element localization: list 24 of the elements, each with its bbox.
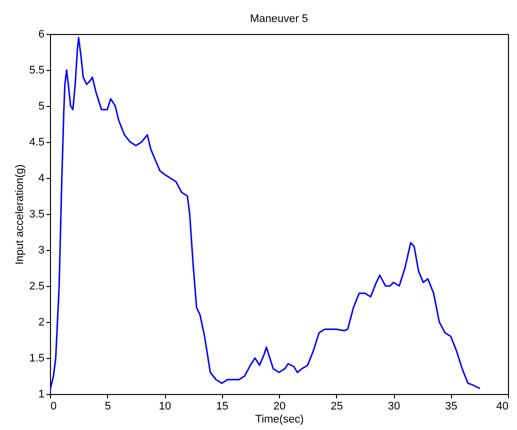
y-tick-label: 1 (38, 388, 44, 400)
y-tick-label: 1.5 (29, 352, 44, 364)
x-axis-title: Time(sec) (255, 414, 304, 426)
x-tick-label: 20 (273, 400, 286, 412)
y-tick-label: 3.5 (29, 208, 44, 220)
y-tick-label: 5.5 (29, 64, 44, 76)
y-tick-label: 3 (38, 244, 44, 256)
y-tick-label: 5 (38, 100, 44, 112)
x-tick-label: 30 (388, 400, 400, 412)
x-tick-label: 10 (158, 400, 172, 412)
x-tick-label: 40 (496, 400, 508, 412)
line-series (50, 36, 480, 392)
x-tick-label: 15 (216, 400, 228, 412)
y-tick-label: 4.5 (29, 136, 44, 148)
x-tick-label: 35 (445, 400, 458, 412)
y-tick-label: 4 (38, 172, 44, 184)
y-tick-label: 6 (38, 28, 44, 40)
chart-title: Maneuver 5 (250, 13, 308, 25)
x-tick-label: 0 (50, 400, 57, 412)
x-tick-label: 5 (104, 400, 111, 412)
y-tick-label: 2.5 (29, 280, 44, 292)
y-axis-title: Input acceleration(g) (14, 164, 26, 265)
x-tick-label: 25 (330, 400, 343, 412)
y-tick-label: 2 (38, 316, 44, 328)
